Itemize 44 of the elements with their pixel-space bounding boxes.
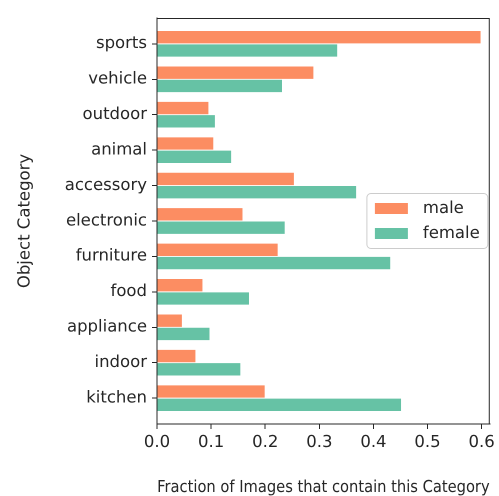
y-tick-label: kitchen: [86, 387, 147, 406]
y-tick-label: animal: [91, 139, 147, 158]
y-tick-label: furniture: [76, 246, 147, 265]
bar: [158, 66, 314, 79]
bar: [158, 363, 240, 376]
bar: [158, 137, 214, 150]
bar: [158, 31, 481, 44]
bar: [158, 244, 278, 256]
legend-label: male: [422, 198, 464, 217]
x-tick-label: 0.5: [414, 432, 441, 452]
x-tick-label: 0.6: [468, 432, 495, 452]
y-tick-label: accessory: [64, 174, 148, 194]
bar: [158, 314, 182, 327]
bar: [158, 385, 265, 398]
bar: [158, 328, 210, 340]
bar: [158, 221, 285, 234]
x-tick-label: 0.3: [306, 432, 332, 452]
bar: [158, 350, 196, 362]
bar: [158, 256, 390, 270]
bar: [158, 115, 215, 128]
x-tick-label: 0.0: [144, 432, 170, 452]
y-tick-label: vehicle: [88, 68, 147, 88]
bar: [158, 186, 356, 198]
x-tick-label: 0.1: [198, 432, 224, 452]
bar: [158, 292, 249, 305]
bar: [158, 150, 232, 163]
x-tick-label: 0.2: [252, 432, 278, 452]
bar: [158, 398, 402, 411]
x-axis-title: Fraction of Images that contain this Category: [157, 477, 490, 496]
y-tick-label: electronic: [66, 210, 147, 230]
y-axis-title: Object Category: [14, 154, 34, 288]
bar: [158, 80, 282, 92]
bar: [158, 208, 242, 221]
bar: [158, 172, 294, 186]
y-tick-label: food: [110, 281, 147, 300]
bar: [158, 102, 208, 114]
x-tick-label: 0.4: [360, 432, 387, 452]
y-tick-label: appliance: [66, 316, 147, 336]
bar: [158, 279, 202, 292]
y-tick-label: indoor: [94, 352, 148, 371]
y-tick-label: outdoor: [82, 104, 148, 123]
y-tick-label: sports: [96, 33, 147, 52]
bar: [158, 44, 338, 57]
legend-label: female: [422, 222, 480, 242]
